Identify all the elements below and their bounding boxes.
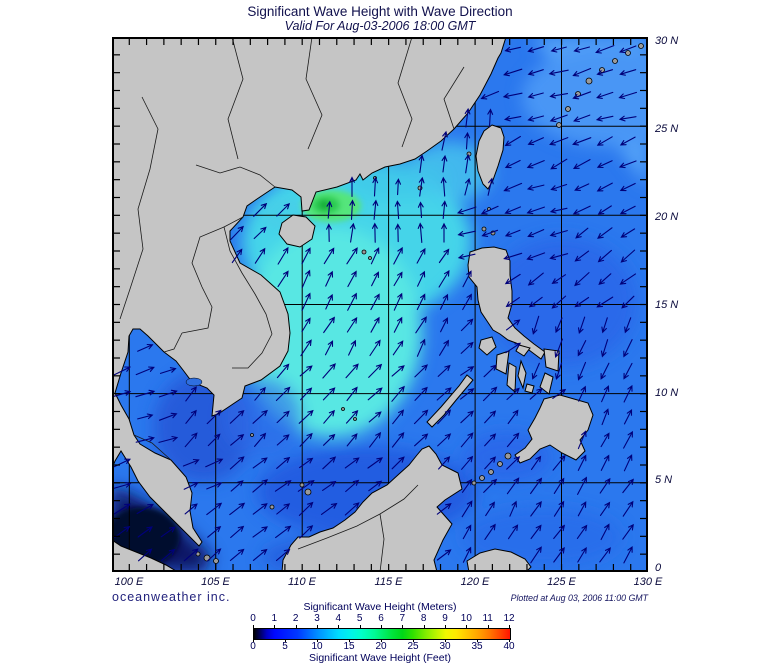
wave-direction-arrows xyxy=(113,45,638,564)
land-panay xyxy=(495,350,510,375)
meters-tick-mark xyxy=(253,625,254,628)
feet-tick-mark xyxy=(381,639,382,642)
meters-tick-label: 4 xyxy=(335,613,342,624)
y-axis-label: 5 N xyxy=(655,474,673,486)
meters-tick-mark xyxy=(445,625,446,628)
meters-tick-mark xyxy=(466,625,468,628)
page-title: Significant Wave Height with Wave Direct… xyxy=(247,4,513,19)
land-borneo xyxy=(281,445,463,572)
land-asia-mainland xyxy=(112,37,507,547)
x-axis-label: 115 E xyxy=(374,576,403,588)
land-palawan xyxy=(426,374,474,428)
feet-tick-mark xyxy=(317,639,318,642)
y-axis-label: 30 N xyxy=(655,35,679,47)
meters-tick-mark xyxy=(274,625,276,628)
meters-tick-label: 11 xyxy=(482,613,493,624)
feet-tick-label: 15 xyxy=(343,641,355,652)
feet-tick-label: 5 xyxy=(282,641,288,652)
feet-tick-label: 40 xyxy=(503,641,515,652)
feet-tick-label: 30 xyxy=(439,641,451,652)
land-masbate xyxy=(515,344,531,357)
land-bohol xyxy=(524,383,535,394)
land-mindanao xyxy=(514,394,594,464)
map-frame xyxy=(112,37,648,572)
land-taiwan xyxy=(475,124,505,190)
land-masses xyxy=(112,37,594,572)
meters-tick-mark xyxy=(381,625,382,628)
feet-tick-label: 10 xyxy=(311,641,323,652)
y-axis-label: 25 N xyxy=(655,123,679,135)
plotted-timestamp: Plotted at Aug 03, 2006 11:00 GMT xyxy=(510,593,648,603)
feet-tick-label: 35 xyxy=(471,641,483,652)
meters-tick-label: 3 xyxy=(314,613,320,624)
legend-title-meters: Significant Wave Height (Meters) xyxy=(303,601,457,613)
meters-tick-mark xyxy=(487,625,489,628)
attribution-text: oceanweather inc. xyxy=(112,590,231,604)
land-hainan xyxy=(278,214,316,248)
land-leyte xyxy=(539,372,554,395)
meters-tick-label: 7 xyxy=(399,613,406,624)
meters-tick-label: 2 xyxy=(292,613,299,624)
country-borders xyxy=(119,37,465,572)
colorbar xyxy=(253,628,511,640)
meters-tick-label: 5 xyxy=(356,613,363,624)
meters-tick-label: 1 xyxy=(271,613,278,624)
feet-tick-mark xyxy=(477,639,478,642)
y-axis-label: 10 N xyxy=(655,387,679,399)
meters-tick-mark xyxy=(359,625,361,628)
meters-tick-label: 10 xyxy=(460,613,472,624)
feet-tick-label: 20 xyxy=(375,641,387,652)
x-axis-label: 110 E xyxy=(288,576,316,588)
feet-tick-mark xyxy=(349,639,350,642)
small-islands xyxy=(195,43,644,564)
feet-tick-mark xyxy=(253,639,254,642)
meters-tick-label: 12 xyxy=(503,613,515,624)
wave-map xyxy=(112,37,648,572)
land-luzon xyxy=(467,246,546,360)
land-cebu xyxy=(517,359,527,390)
degree-tick-marks xyxy=(114,39,646,570)
x-axis-label: 100 E xyxy=(114,576,144,588)
x-axis-label: 120 E xyxy=(460,576,490,588)
feet-tick-mark xyxy=(445,639,446,642)
y-axis-label: 15 N xyxy=(655,299,679,311)
feet-tick-mark xyxy=(509,639,510,642)
feet-tick-mark xyxy=(413,639,414,642)
feet-tick-label: 0 xyxy=(250,641,256,652)
x-axis-label: 125 E xyxy=(547,576,576,588)
y-axis-label: 0 xyxy=(655,562,662,574)
meters-tick-label: 8 xyxy=(420,613,427,624)
meters-tick-mark xyxy=(423,625,425,628)
meters-tick-label: 9 xyxy=(442,613,448,624)
x-axis-label: 105 E xyxy=(201,576,230,588)
feet-tick-mark xyxy=(285,639,286,642)
meters-tick-mark xyxy=(402,625,404,628)
x-axis-label: 130 E xyxy=(633,576,663,588)
y-axis-label: 20 N xyxy=(655,211,679,223)
feet-tick-label: 25 xyxy=(407,641,419,652)
meters-tick-label: 6 xyxy=(378,613,384,624)
legend-title-feet: Significant Wave Height (Feet) xyxy=(308,652,451,664)
meters-tick-mark xyxy=(338,625,340,628)
land-mindoro xyxy=(478,336,497,356)
meters-tick-mark xyxy=(295,625,297,628)
page-subtitle: Valid For Aug-03-2006 18:00 GMT xyxy=(284,19,476,33)
land-sulawesi xyxy=(466,548,532,572)
meters-tick-mark xyxy=(509,625,510,628)
meters-tick-mark xyxy=(317,625,318,628)
meters-tick-label: 0 xyxy=(250,613,256,624)
tonle-sap-lake xyxy=(185,377,203,387)
